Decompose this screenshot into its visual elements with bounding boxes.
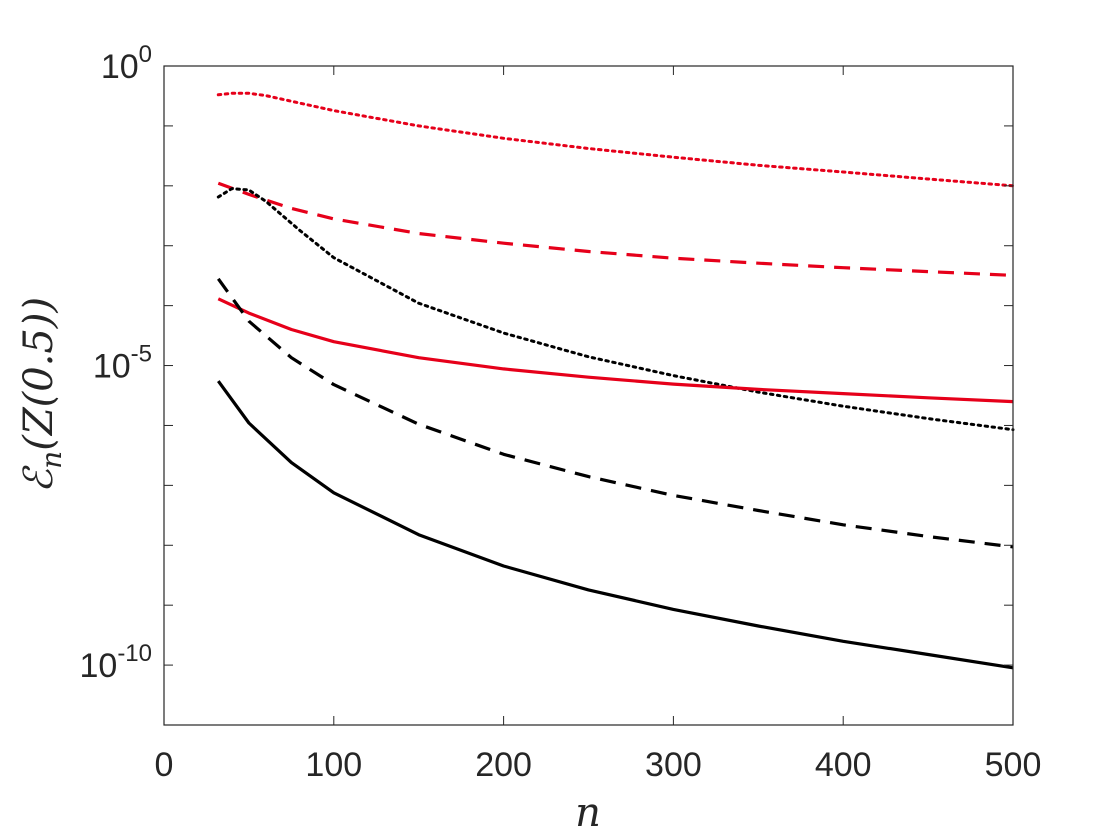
y-axis-label: ℰn(Z(0.5)) — [16, 297, 68, 493]
y-axis-label-sub: n — [35, 451, 68, 469]
series-line-5 — [217, 277, 1014, 549]
series-line-4 — [217, 297, 1014, 404]
plot-frame — [163, 65, 1014, 726]
x-tick-label: 500 — [985, 746, 1042, 784]
y-axis-label-script: ℰ — [16, 465, 62, 493]
series-line-1 — [216, 91, 1015, 188]
x-tick-label: 0 — [155, 746, 174, 784]
y-tick-label: 100 — [101, 41, 152, 86]
y-tick-label: 10-10 — [79, 640, 152, 685]
x-tick-label: 300 — [645, 746, 702, 784]
y-axis-label-rest: (Z(0.5)) — [16, 297, 62, 451]
series-layer — [216, 91, 1015, 670]
x-axis-label: n — [575, 790, 601, 836]
x-tick-label: 400 — [815, 746, 872, 784]
series-line-6 — [217, 380, 1014, 670]
svg-text:ℰn(Z(0.5)): ℰn(Z(0.5)) — [16, 297, 68, 493]
x-tick-label: 100 — [305, 746, 362, 784]
y-tick-labels: 100 10-5 10-10 — [79, 41, 152, 685]
y-tick-label: 10-5 — [93, 341, 152, 386]
x-tick-label: 200 — [475, 746, 532, 784]
series-line-3 — [216, 187, 1015, 432]
x-tick-labels: 0 100 200 300 400 500 — [155, 746, 1042, 784]
